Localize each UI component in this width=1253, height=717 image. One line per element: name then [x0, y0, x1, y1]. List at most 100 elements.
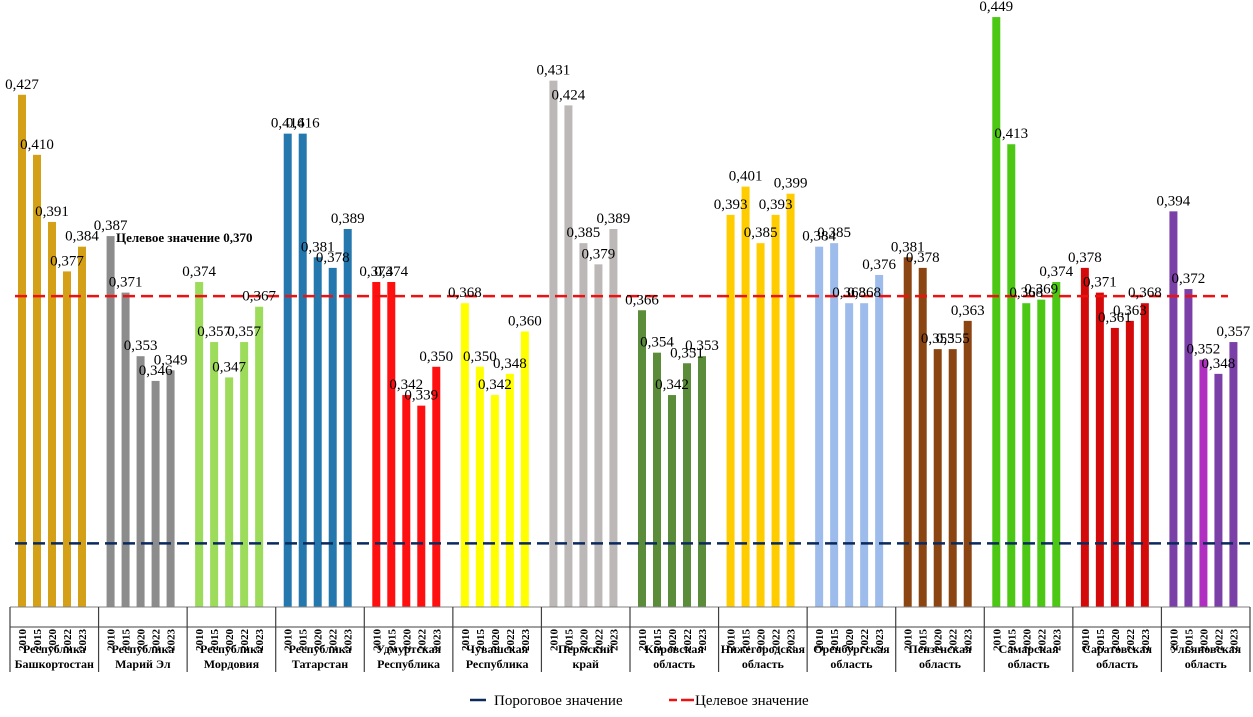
bar [460, 303, 469, 607]
data-label: 0,348 [493, 356, 527, 372]
bar [726, 214, 735, 607]
year-tick-label: 2020 [578, 629, 590, 652]
data-label: 0,387 [94, 218, 128, 234]
data-label: 0,393 [714, 197, 748, 213]
data-labels: 0,4270,4100,3910,3770,3840,3870,3710,353… [5, 0, 1251, 404]
year-tick-label: 2015 [121, 629, 133, 652]
data-label: 0,385 [567, 225, 601, 241]
category-label: Оренбургская [813, 642, 890, 656]
category-label: Республика [200, 642, 263, 656]
data-label: 0,353 [124, 338, 158, 354]
bar [328, 267, 337, 607]
year-tick-label: 2010 [283, 629, 295, 652]
year-tick-label: 2022 [593, 629, 605, 652]
year-tick-label: 2010 [903, 629, 915, 652]
bar [33, 154, 41, 607]
data-label: 0,361 [1098, 310, 1132, 326]
data-label: 0,431 [537, 63, 571, 79]
category-label: Республика [289, 642, 352, 656]
bar [653, 352, 661, 607]
year-tick-label: 2015 [209, 629, 221, 652]
data-label: 0,351 [670, 345, 704, 361]
bar [151, 380, 160, 607]
year-tick-label: 2023 [77, 629, 89, 652]
bar [1110, 327, 1119, 607]
data-label: 0,378 [316, 250, 350, 266]
bar [402, 395, 411, 607]
data-label: 0,360 [508, 313, 542, 329]
bar [387, 282, 396, 607]
data-label: 0,371 [109, 275, 143, 291]
year-tick-label: 2022 [1125, 629, 1137, 652]
bar [298, 133, 307, 608]
data-label: 0,342 [655, 377, 689, 393]
year-tick-label: 2020 [313, 629, 325, 652]
year-tick-label: 2020 [756, 629, 768, 652]
data-label: 0,355 [921, 331, 955, 347]
data-label: 0,389 [597, 211, 631, 227]
year-tick-label: 2022 [771, 629, 783, 652]
year-tick-label: 2022 [239, 629, 251, 652]
category-label: Башкортостан [15, 657, 94, 671]
bar [372, 282, 381, 607]
bar [1095, 292, 1104, 607]
data-label: 0,357 [197, 324, 231, 340]
year-tick-label: 2015 [1183, 629, 1195, 652]
year-tick-label: 2010 [106, 629, 118, 652]
year-tick-label: 2020 [667, 629, 679, 652]
bar [579, 243, 588, 607]
bar [564, 105, 573, 608]
year-tick-label: 2023 [431, 629, 443, 652]
bar [313, 257, 322, 607]
year-tick-label: 2010 [637, 629, 649, 652]
data-label: 0,399 [774, 176, 808, 192]
data-label: 0,349 [154, 352, 188, 368]
data-label: 0,368 [832, 285, 866, 301]
category-label: область [1096, 657, 1139, 671]
data-label: 0,384 [802, 229, 836, 245]
data-label: 0,381 [891, 239, 925, 255]
category-label: край [572, 657, 599, 671]
data-label: 0,357 [227, 324, 261, 340]
data-label: 0,348 [1202, 356, 1236, 372]
category-label: Республика [377, 657, 440, 671]
year-tick-label: 2015 [475, 629, 487, 652]
year-tick-label: 2020 [1021, 629, 1033, 652]
bar [903, 257, 912, 607]
bar [860, 303, 869, 607]
bar [490, 395, 499, 607]
data-label: 0,342 [389, 377, 423, 393]
year-tick-label: 2022 [859, 629, 871, 652]
data-label: 0,378 [1068, 250, 1102, 266]
year-tick-label: 2020 [490, 629, 502, 652]
year-tick-label: 2022 [151, 629, 163, 652]
year-tick-label: 2022 [1036, 629, 1048, 652]
year-tick-label: 2023 [343, 629, 355, 652]
year-tick-label: 2023 [254, 629, 266, 652]
bar [933, 349, 942, 607]
year-tick-label: 2022 [948, 629, 960, 652]
bar [756, 243, 765, 607]
data-label: 0,368 [1128, 285, 1162, 301]
bar [668, 395, 676, 607]
data-label: 0,401 [729, 169, 763, 185]
legend-threshold-label: Пороговое значение [494, 693, 623, 709]
data-label: 0,353 [685, 338, 719, 354]
bar [1169, 211, 1178, 607]
year-tick-label: 2023 [1051, 629, 1063, 652]
year-tick-label: 2015 [386, 629, 398, 652]
year-tick-label: 2022 [62, 629, 74, 652]
category-label: область [653, 657, 696, 671]
category-label: Марий Эл [115, 657, 171, 671]
year-tick-label: 2022 [505, 629, 517, 652]
data-label: 0,350 [463, 349, 497, 365]
data-label: 0,352 [1187, 342, 1221, 358]
legend-target-label: Целевое значение [695, 693, 809, 709]
data-label: 0,427 [5, 77, 39, 93]
data-label: 0,384 [65, 229, 99, 245]
year-tick-label: 2010 [1080, 629, 1092, 652]
bar [1022, 303, 1031, 607]
bar [1037, 299, 1046, 607]
data-label: 0,379 [582, 246, 616, 262]
category-label: Нижегородская [721, 642, 806, 656]
